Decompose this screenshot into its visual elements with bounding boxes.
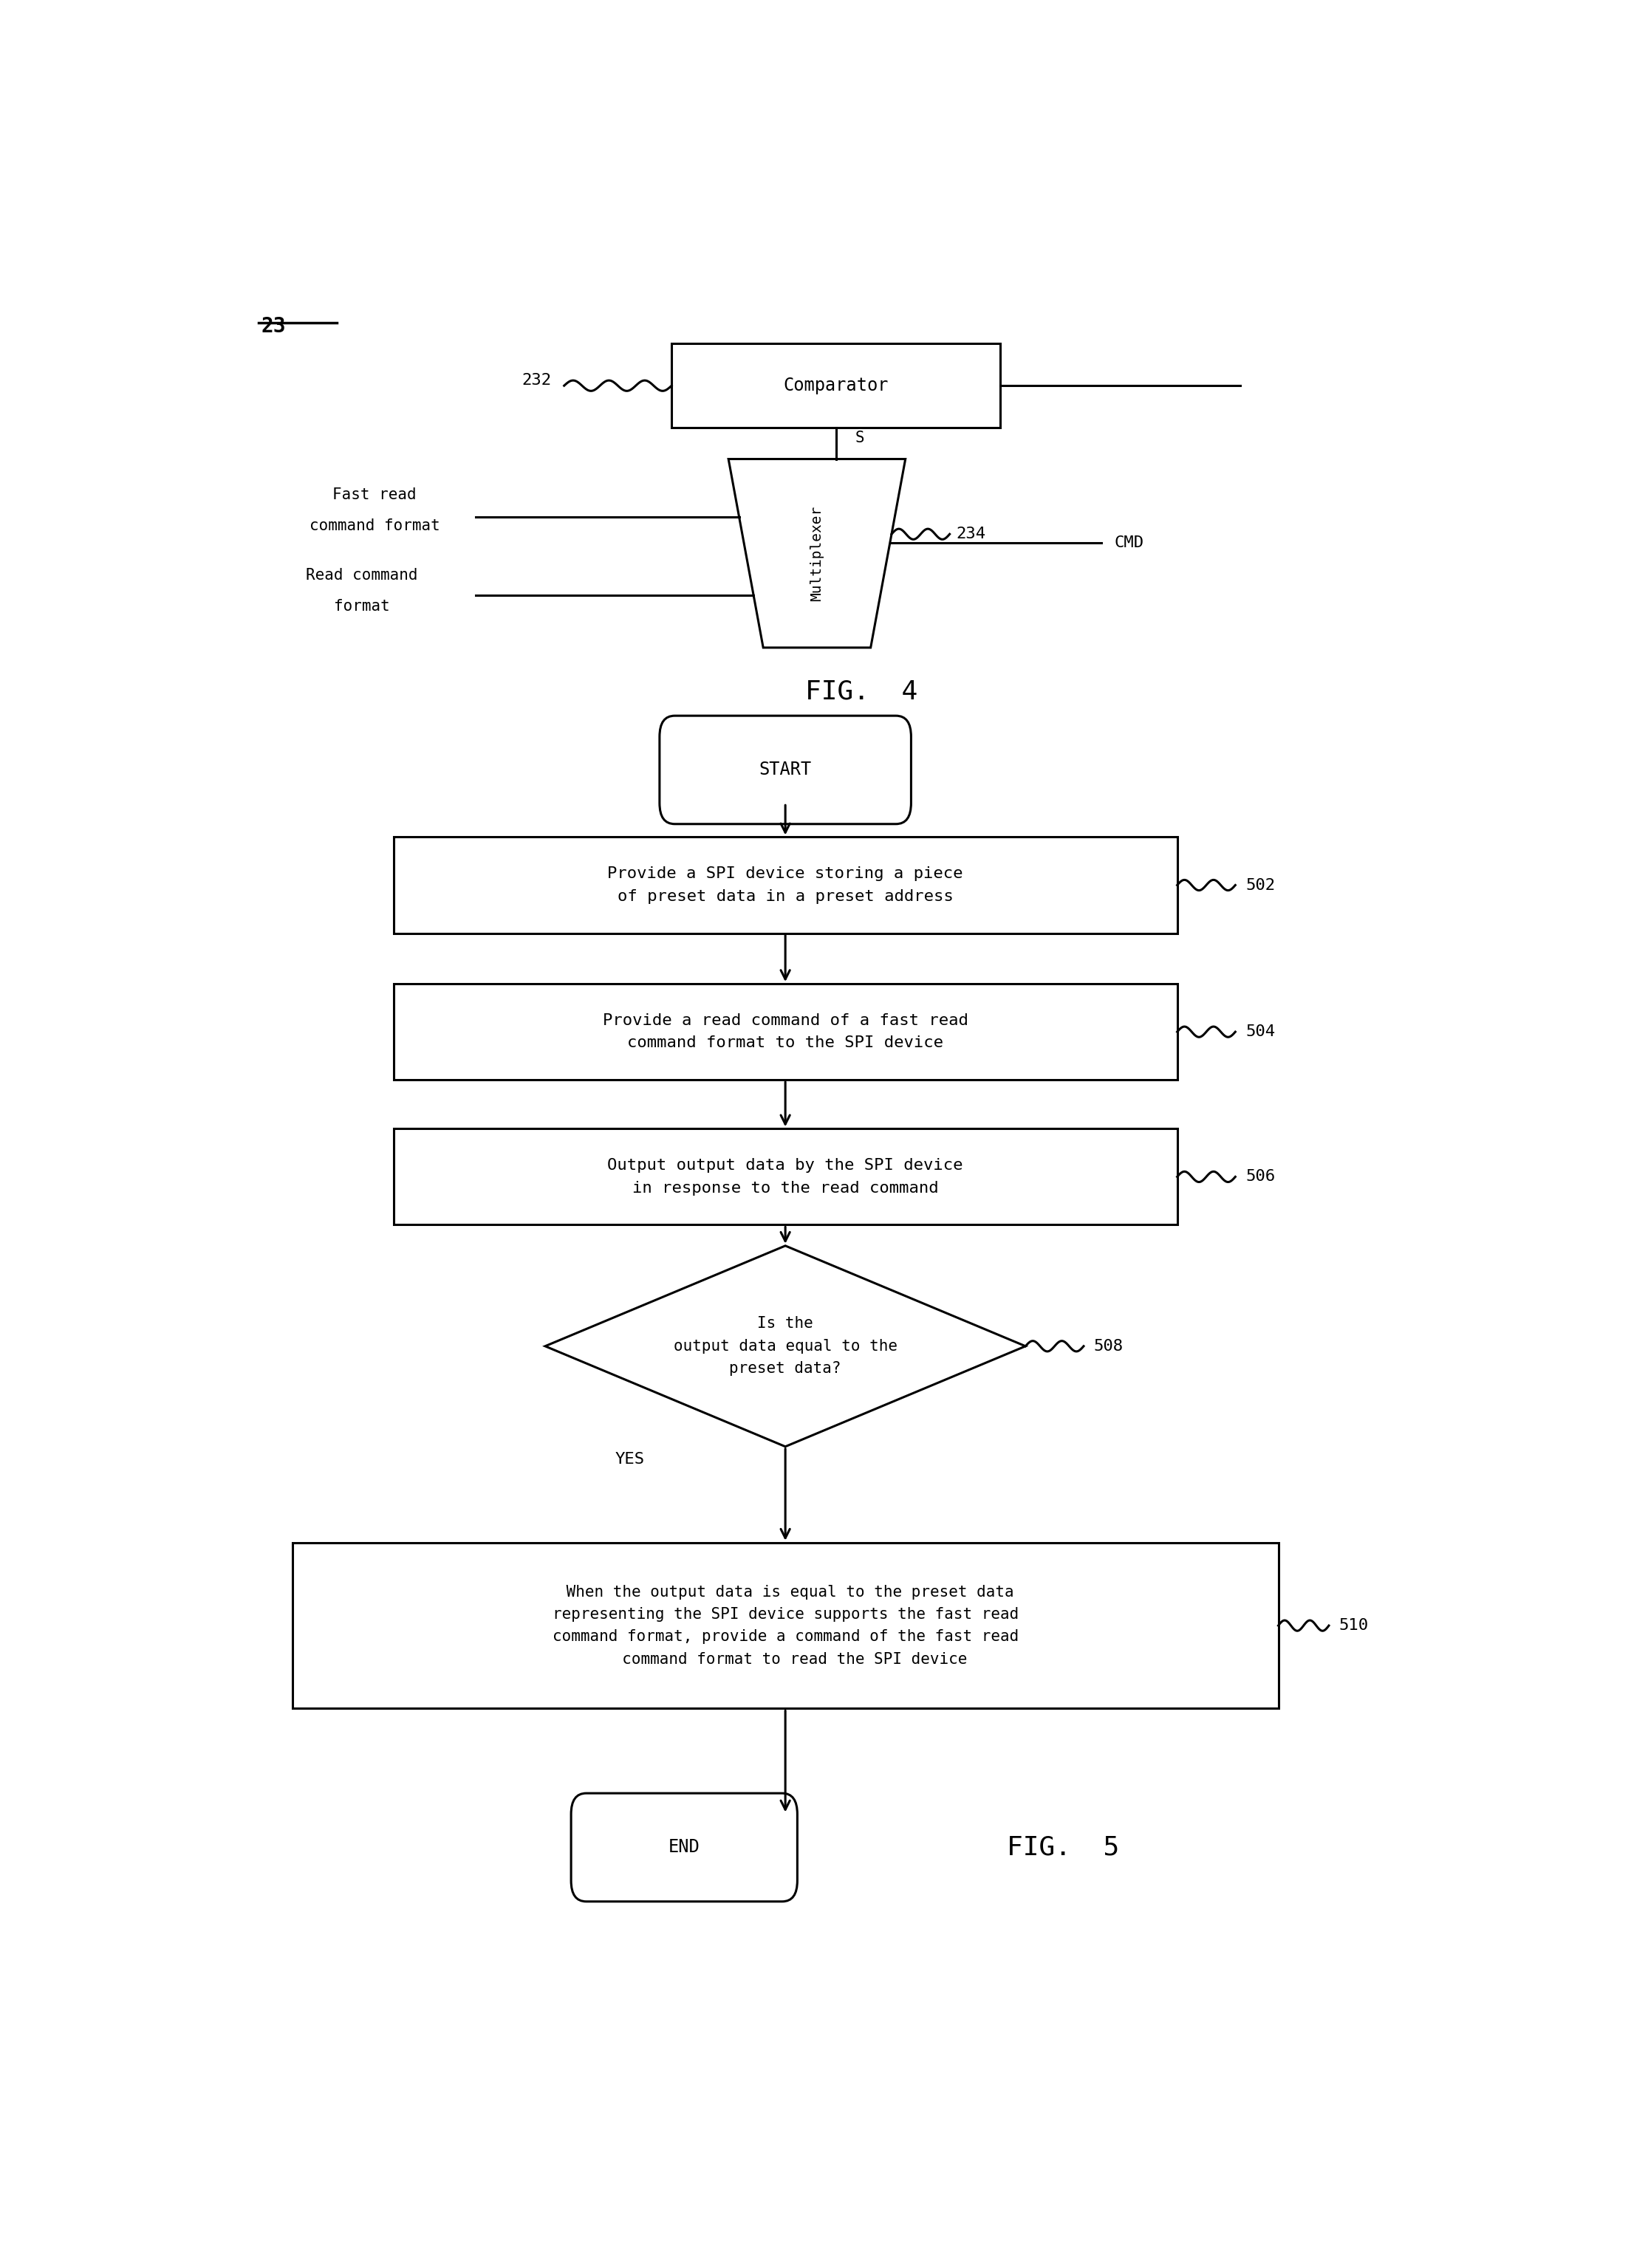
Text: FIG.  5: FIG. 5 [1008, 1835, 1119, 1860]
Bar [292, 1542, 1279, 1708]
Text: Comparator: Comparator [783, 376, 889, 395]
Text: 502: 502 [1246, 878, 1275, 894]
Bar [393, 837, 1178, 932]
Text: CMD: CMD [1114, 535, 1143, 551]
Text: 23: 23 [261, 315, 285, 336]
Text: 510: 510 [1339, 1617, 1368, 1633]
Text: Multiplexer: Multiplexer [811, 506, 824, 601]
Text: When the output data is equal to the preset data
representing the SPI device sup: When the output data is equal to the pre… [553, 1585, 1018, 1667]
Text: Fast read: Fast read [333, 488, 416, 501]
Text: command format: command format [310, 519, 440, 533]
Bar [393, 1129, 1178, 1225]
Text: format: format [334, 599, 390, 615]
Text: Output output data by the SPI device
in response to the read command: Output output data by the SPI device in … [607, 1159, 964, 1195]
Text: END: END [669, 1839, 700, 1855]
Bar [393, 984, 1178, 1080]
Text: Provide a SPI device storing a piece
of preset data in a preset address: Provide a SPI device storing a piece of … [607, 866, 964, 903]
Text: FIG.  4: FIG. 4 [806, 678, 917, 703]
Text: START: START [758, 762, 812, 778]
Text: Read command: Read command [307, 567, 418, 583]
Text: YES: YES [615, 1452, 644, 1467]
Text: Provide a read command of a fast read
command format to the SPI device: Provide a read command of a fast read co… [602, 1014, 969, 1050]
FancyBboxPatch shape [659, 717, 912, 823]
Text: 232: 232 [522, 372, 551, 388]
Text: S: S [855, 431, 864, 445]
Polygon shape [545, 1245, 1026, 1447]
Bar [672, 345, 1000, 429]
Polygon shape [729, 458, 905, 649]
Text: 504: 504 [1246, 1025, 1275, 1039]
Text: 508: 508 [1094, 1338, 1124, 1354]
Text: Is the
output data equal to the
preset data?: Is the output data equal to the preset d… [674, 1315, 897, 1377]
Text: 234: 234 [956, 526, 985, 542]
Text: 506: 506 [1246, 1170, 1275, 1184]
FancyBboxPatch shape [571, 1794, 798, 1901]
